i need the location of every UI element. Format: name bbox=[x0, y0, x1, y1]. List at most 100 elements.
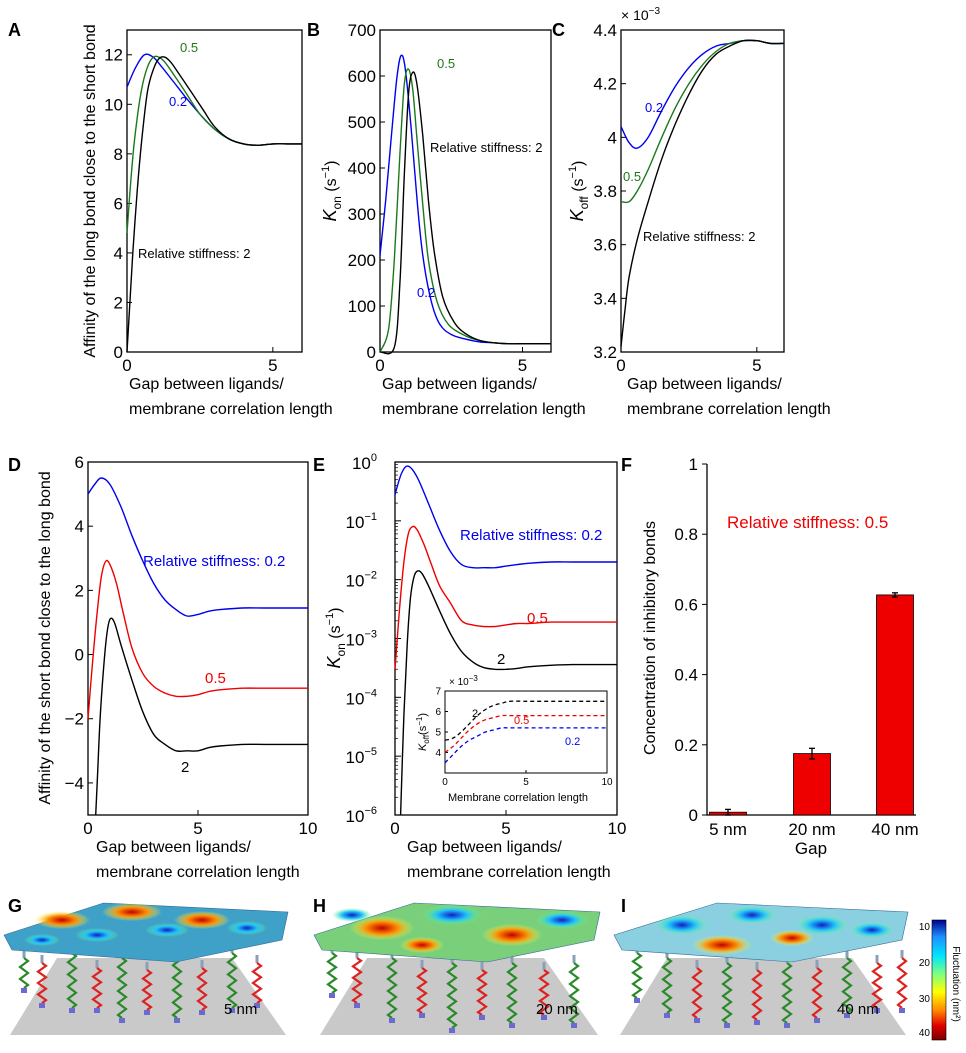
annotation-d-stiffness: Relative stiffness: 0.2 bbox=[143, 553, 285, 570]
spring-anchor bbox=[754, 1020, 760, 1025]
receptor-spring bbox=[91, 960, 103, 1013]
panel-label-c: C bbox=[552, 20, 565, 40]
series-line-e-1 bbox=[394, 525, 617, 670]
spring-anchor bbox=[449, 1028, 455, 1033]
spring-anchor bbox=[874, 1008, 880, 1013]
inset-annotation-0-2: 0.2 bbox=[565, 736, 580, 748]
inset-frame-e bbox=[444, 690, 608, 774]
receptor-spring bbox=[196, 960, 208, 1015]
spring-coil bbox=[226, 952, 238, 1009]
colorbar-gradient bbox=[931, 919, 947, 1041]
panel-label-d: D bbox=[8, 455, 21, 475]
receptor-spring bbox=[871, 955, 883, 1013]
receptor-spring bbox=[326, 945, 338, 998]
ylabel-c: Koff (s−1) bbox=[567, 161, 591, 222]
y-tick-label-a: 6 bbox=[114, 194, 123, 213]
curves-a bbox=[126, 53, 302, 353]
series-line-ei-2 bbox=[444, 727, 607, 764]
membrane-renderings bbox=[3, 902, 909, 1035]
y-tick-label-b: 600 bbox=[348, 67, 376, 86]
spring-coil bbox=[538, 969, 550, 1016]
annotation-b-0-5: 0.5 bbox=[437, 56, 455, 71]
xlabel-b-line1: Gap between ligands/ bbox=[382, 376, 537, 393]
panel-f: 0 0.2 0.4 0.6 0.8 1 5 nm 20 nm 40 nm Concentrat… bbox=[642, 455, 919, 858]
colorbar-tick-40: 40 bbox=[919, 1028, 931, 1039]
receptor-spring bbox=[538, 962, 550, 1020]
series-line-c-1 bbox=[620, 39, 785, 204]
spring-coil bbox=[781, 962, 793, 1024]
curves-d bbox=[87, 477, 308, 816]
y-tick-label-f: 0 bbox=[689, 806, 698, 825]
substrate-plate bbox=[320, 958, 598, 1035]
receptor-spring bbox=[631, 945, 643, 1003]
membrane-fluctuation bbox=[75, 928, 119, 942]
plot-frame-a bbox=[126, 29, 303, 353]
inset-ticks-e: 0 5 10 4 5 6 7 bbox=[435, 687, 613, 789]
y-tick-label-c: 3.8 bbox=[593, 182, 617, 201]
spring-coil bbox=[386, 957, 398, 1019]
spring-coil bbox=[18, 957, 30, 989]
x-tick-label-a: 0 bbox=[122, 356, 131, 375]
series-line-d-0 bbox=[87, 477, 308, 617]
spring-coil bbox=[751, 969, 763, 1021]
colorbar-tick-10: 10 bbox=[919, 922, 931, 933]
annotation-d-0-5: 0.5 bbox=[205, 670, 226, 687]
xlabel-e-line2: membrane correlation length bbox=[407, 864, 611, 881]
spring-coil bbox=[871, 962, 883, 1009]
spring-coil bbox=[811, 967, 823, 1019]
y-tick-label-e: 100 bbox=[352, 452, 377, 473]
y-tick-label-d: −4 bbox=[65, 774, 84, 793]
receptor-spring bbox=[251, 955, 263, 1008]
membrane-fluctuation bbox=[350, 916, 414, 940]
series-line-c-2 bbox=[620, 39, 785, 347]
receptor-spring bbox=[36, 955, 48, 1008]
annotation-a-0-5: 0.5 bbox=[180, 40, 198, 55]
spring-anchor bbox=[354, 1003, 360, 1008]
spring-coil bbox=[416, 967, 428, 1014]
membrane-fluctuation bbox=[422, 905, 482, 925]
y-tick-label-b: 100 bbox=[348, 297, 376, 316]
series-line-e-2 bbox=[399, 570, 617, 816]
panel-a: 0 5 0 2 4 6 8 10 12 Affinity of the long bond cl… bbox=[82, 24, 333, 418]
spring-coil bbox=[631, 952, 643, 999]
spring-anchor bbox=[174, 1018, 180, 1023]
inset-ylabel: Koff(s−1) bbox=[415, 713, 431, 751]
series-line-d-2 bbox=[95, 617, 308, 816]
series-line-d-1 bbox=[87, 559, 308, 719]
colorbar-tick-30: 30 bbox=[919, 994, 931, 1005]
spring-anchor bbox=[509, 1023, 515, 1028]
membrane-fluctuation bbox=[536, 911, 588, 929]
xlabel-a-line2: membrane correlation length bbox=[129, 401, 333, 418]
receptor-spring bbox=[691, 960, 703, 1023]
curves-b bbox=[379, 54, 551, 355]
series-line-c-0 bbox=[620, 39, 785, 149]
spring-anchor bbox=[254, 1003, 260, 1008]
annotation-c-stiffness: Relative stiffness: 2 bbox=[643, 229, 755, 244]
spring-coil bbox=[568, 962, 580, 1024]
y-tick-label-ei: 4 bbox=[435, 748, 441, 759]
x-tick-label-c: 5 bbox=[752, 356, 761, 375]
spring-coil bbox=[171, 955, 183, 1019]
y-tick-label-b: 0 bbox=[367, 343, 376, 362]
x-tick-label-e: 0 bbox=[390, 819, 399, 838]
membrane-fluctuation bbox=[24, 934, 60, 946]
y-tick-label-f: 0.8 bbox=[674, 525, 698, 544]
annotation-b-0-2: 0.2 bbox=[417, 285, 435, 300]
receptor-spring bbox=[141, 962, 153, 1015]
inset-e: 0 5 10 4 5 6 7 × 10−3 Koff(s−1) Membrane corre… bbox=[415, 674, 613, 804]
y-tick-label-b: 400 bbox=[348, 159, 376, 178]
xlabel-d-line1: Gap between ligands/ bbox=[96, 839, 251, 856]
ylabel-a: Affinity of the long bond close to the s… bbox=[82, 24, 99, 357]
receptor-spring bbox=[896, 950, 908, 1013]
spring-anchor bbox=[199, 1010, 205, 1015]
ylabel-b: Kon (s−1) bbox=[320, 160, 344, 221]
y-tick-label-f: 0.4 bbox=[674, 666, 698, 685]
inset-scale-note: × 10−3 bbox=[449, 674, 478, 688]
panel-label-e: E bbox=[313, 455, 325, 475]
gap-label-h: 20 nm bbox=[536, 1001, 578, 1018]
series-line-b-0 bbox=[379, 54, 551, 345]
substrate-plate bbox=[620, 958, 906, 1035]
